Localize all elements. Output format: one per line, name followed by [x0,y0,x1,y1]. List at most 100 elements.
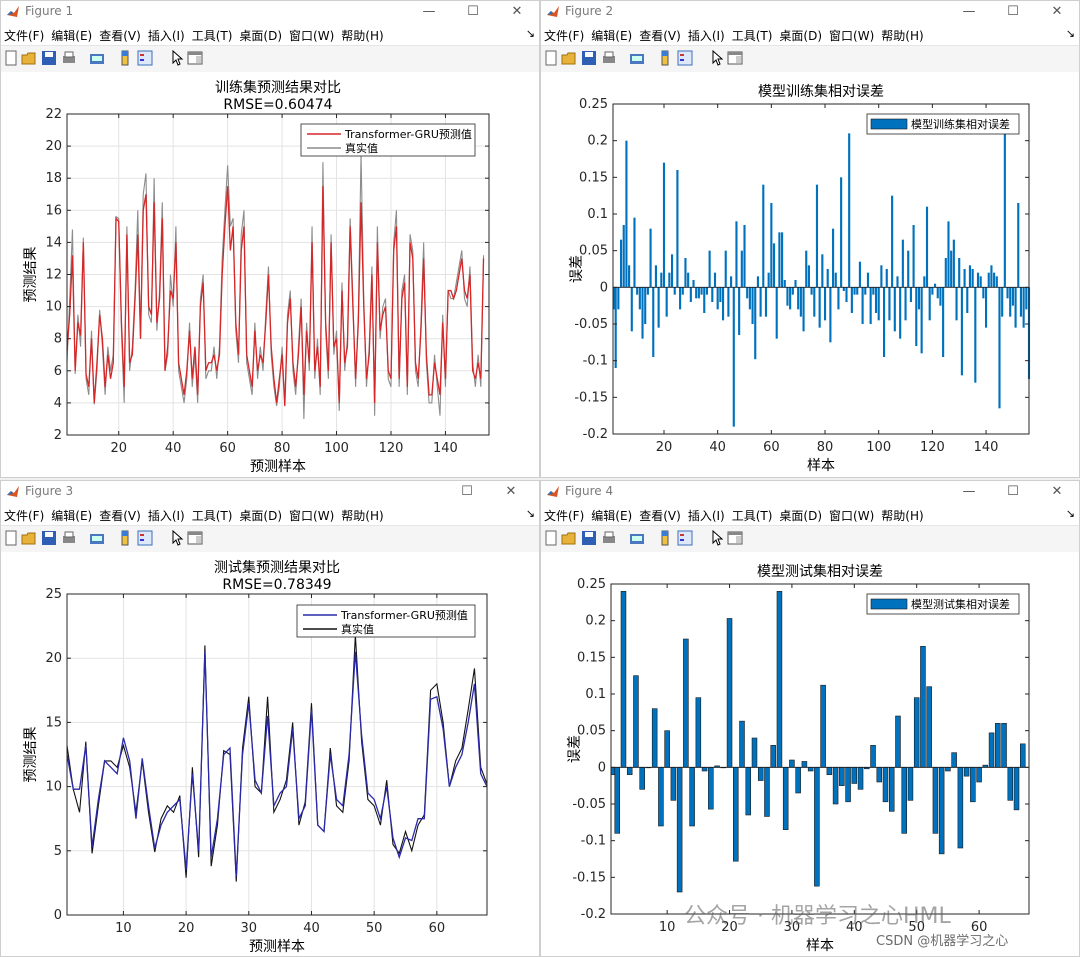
minimize-icon[interactable]: — [962,4,976,19]
link-plot-icon[interactable] [629,50,645,66]
dock-icon[interactable]: ↘ [525,507,535,520]
bar [781,232,784,288]
new-file-icon[interactable] [3,50,19,66]
menu-item-2[interactable]: 查看(V) [99,509,141,523]
menu-item-1[interactable]: 编辑(E) [591,29,633,43]
menu-item-3[interactable]: 插入(I) [147,509,185,523]
bar [998,287,1001,409]
legend-icon[interactable] [137,50,153,66]
menu-item-6[interactable]: 窗口(W) [289,509,335,523]
menu-item-5[interactable]: 桌面(D) [239,29,283,43]
print-icon[interactable] [61,530,77,546]
menu-item-4[interactable]: 工具(T) [731,509,773,523]
pointer-icon[interactable] [709,530,725,546]
close-icon[interactable]: ✕ [511,4,523,19]
menu-item-7[interactable]: 帮助(H) [881,509,924,523]
maximize-icon[interactable]: ☐ [467,4,479,19]
menu-item-2[interactable]: 查看(V) [639,29,681,43]
legend-swatch-0 [870,118,908,130]
menu-item-5[interactable]: 桌面(D) [779,29,823,43]
dock-icon[interactable]: ↘ [1065,27,1075,40]
y-tick-label: -0.1 [583,354,608,369]
menu-item-4[interactable]: 工具(T) [191,29,233,43]
menu-item-2[interactable]: 查看(V) [99,29,141,43]
print-icon[interactable] [601,50,617,66]
property-editor-icon[interactable] [727,50,743,66]
link-plot-icon[interactable] [89,50,105,66]
maximize-icon[interactable]: ☐ [461,484,473,499]
pointer-icon[interactable] [709,50,725,66]
menu-item-1[interactable]: 编辑(E) [51,509,93,523]
y-tick-label: 6 [54,364,62,379]
bar [735,221,738,288]
x-tick-label: 120 [920,440,945,455]
minimize-icon[interactable]: — [962,484,976,499]
bar [909,287,912,302]
dock-icon[interactable]: ↘ [1065,507,1075,520]
bar [716,287,719,310]
menu-bar: 文件(F) 编辑(E) 查看(V) 插入(I) 工具(T) 桌面(D) 窗口(W) 帮助(H)… [541,504,1079,524]
y-tick-label: 20 [45,139,62,154]
menu-item-6[interactable]: 窗口(W) [829,29,875,43]
property-editor-icon[interactable] [727,530,743,546]
close-icon[interactable]: ✕ [505,484,517,499]
save-icon[interactable] [581,530,597,546]
menu-item-5[interactable]: 桌面(D) [239,509,283,523]
menu-item-1[interactable]: 编辑(E) [51,29,93,43]
menu-item-4[interactable]: 工具(T) [731,29,773,43]
bar [724,250,727,288]
minimize-icon[interactable]: — [422,4,436,19]
bar [1025,287,1028,310]
link-plot-icon[interactable] [89,530,105,546]
print-icon[interactable] [61,50,77,66]
legend-icon[interactable] [677,50,693,66]
property-editor-icon[interactable] [187,50,203,66]
close-icon[interactable]: ✕ [1051,484,1063,499]
legend-icon[interactable] [137,530,153,546]
new-file-icon[interactable] [543,50,559,66]
menu-item-3[interactable]: 插入(I) [147,29,185,43]
link-plot-icon[interactable] [629,530,645,546]
menu-item-0[interactable]: 文件(F) [544,29,585,43]
menu-item-0[interactable]: 文件(F) [4,29,45,43]
open-folder-icon[interactable] [21,530,37,546]
dock-icon[interactable]: ↘ [525,27,535,40]
new-file-icon[interactable] [3,530,19,546]
new-file-icon[interactable] [543,530,559,546]
menu-item-1[interactable]: 编辑(E) [591,509,633,523]
menu-item-4[interactable]: 工具(T) [191,509,233,523]
menu-item-6[interactable]: 窗口(W) [289,29,335,43]
menu-item-3[interactable]: 插入(I) [687,29,725,43]
pointer-icon[interactable] [169,50,185,66]
menu-item-7[interactable]: 帮助(H) [341,29,384,43]
open-folder-icon[interactable] [21,50,37,66]
bar [1001,287,1004,317]
save-icon[interactable] [41,530,57,546]
menu-item-0[interactable]: 文件(F) [4,509,45,523]
property-editor-icon[interactable] [187,530,203,546]
axes-box [612,103,1030,435]
menu-item-2[interactable]: 查看(V) [639,509,681,523]
menu-item-3[interactable]: 插入(I) [687,509,725,523]
open-folder-icon[interactable] [561,530,577,546]
open-folder-icon[interactable] [561,50,577,66]
menu-item-0[interactable]: 文件(F) [544,509,585,523]
maximize-icon[interactable]: ☐ [1007,4,1019,19]
maximize-icon[interactable]: ☐ [1007,484,1019,499]
menu-item-6[interactable]: 窗口(W) [829,509,875,523]
pointer-icon[interactable] [169,530,185,546]
menu-item-7[interactable]: 帮助(H) [341,509,384,523]
bar [636,287,639,295]
print-icon[interactable] [601,530,617,546]
legend-icon[interactable] [677,530,693,546]
colorbar-icon[interactable] [657,50,673,66]
colorbar-icon[interactable] [657,530,673,546]
save-icon[interactable] [41,50,57,66]
close-icon[interactable]: ✕ [1051,4,1063,19]
colorbar-icon[interactable] [117,530,133,546]
colorbar-icon[interactable] [117,50,133,66]
menu-item-7[interactable]: 帮助(H) [881,29,924,43]
x-tick-label: 10 [115,921,132,936]
menu-item-5[interactable]: 桌面(D) [779,509,823,523]
save-icon[interactable] [581,50,597,66]
